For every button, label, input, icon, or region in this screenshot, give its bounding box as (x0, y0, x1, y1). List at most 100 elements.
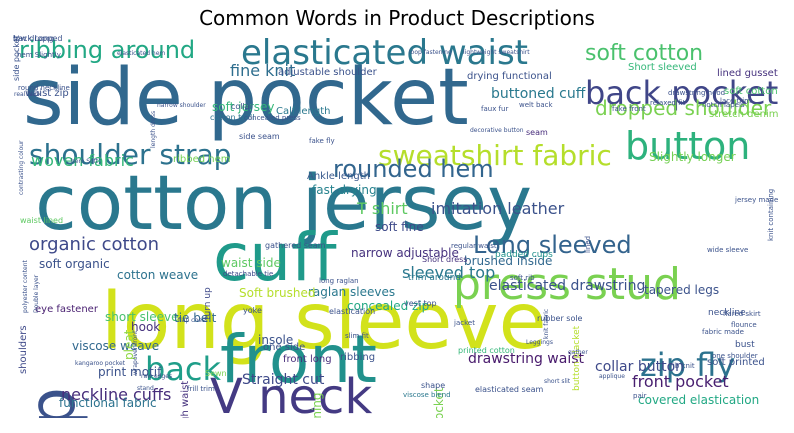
word: front (220, 321, 378, 398)
word: ribbed hem (173, 154, 231, 165)
word: real back (14, 91, 42, 98)
word: fabric made (702, 328, 744, 336)
word: welt back (519, 101, 553, 109)
word: zip fly (640, 346, 736, 384)
word: brushed inside (464, 254, 553, 268)
word: long sleeve (101, 277, 547, 367)
word: neckline cuffs (61, 385, 172, 404)
word: collar (231, 102, 253, 111)
word: functional fabric (59, 396, 157, 410)
word: low dropped (13, 35, 63, 43)
word: rib knit (670, 362, 695, 370)
word: waist side (221, 256, 281, 270)
word: narrow adjustable (351, 246, 459, 260)
word: printed cotton (458, 346, 515, 355)
word: vest top (404, 299, 437, 308)
word: raw edges (141, 373, 173, 380)
word: lace trim (720, 97, 752, 105)
word: cotton twill (210, 113, 255, 122)
word: lined gusset (717, 68, 778, 79)
word: soft rib (510, 274, 535, 282)
word: relaxed fit (650, 99, 686, 107)
word: short slit (544, 378, 571, 385)
word: shoulder strap (29, 138, 232, 171)
word: Short dress (422, 255, 468, 264)
word: front long (283, 354, 332, 365)
word: regular waist (451, 242, 497, 250)
word: soft fine (375, 220, 424, 234)
word: lined (584, 235, 592, 253)
word: side seam (239, 132, 280, 141)
word: applique (599, 373, 625, 380)
word: press stud (453, 259, 681, 310)
word: elasticated drawstring (489, 278, 646, 294)
word: fine knit (230, 61, 296, 80)
word: tapered legs (644, 283, 720, 297)
word: slim fit (345, 332, 369, 340)
word: jacket (454, 319, 475, 327)
word: flounce (731, 321, 757, 329)
word: elasticated hem (117, 50, 166, 57)
word: one shoulder (712, 352, 758, 360)
word: turn up (203, 287, 213, 320)
word: front pocket (632, 372, 729, 391)
word: knit containing (767, 188, 775, 241)
word: lightweight sweatshirt (463, 49, 530, 56)
word: contrasting colour (18, 140, 25, 195)
word: ribbing around (19, 36, 196, 64)
word: Calf length (276, 106, 331, 117)
word: wrapover front (132, 330, 139, 375)
word: Soft brushed (239, 286, 316, 300)
word: side pocket (13, 35, 21, 81)
word: kangaroo pocket (75, 360, 126, 367)
word: elasticated waist (241, 35, 528, 73)
word: gather (568, 349, 588, 356)
word: loop fastening (409, 49, 452, 56)
word: stretch denim (709, 109, 778, 120)
word: soft jersey (212, 100, 275, 114)
chart-title: Common Words in Product Descriptions (199, 6, 595, 30)
word: stand (137, 385, 154, 392)
word: waist lined (20, 216, 64, 225)
word: fast drying (312, 183, 377, 197)
word: raglan sleeves (308, 285, 396, 299)
word: eye fastener (35, 304, 98, 315)
word: concealed zip (347, 299, 430, 313)
word: frill trim (187, 385, 215, 393)
word: insole (258, 333, 294, 347)
word: elasticated seam (475, 385, 544, 394)
word: dropped shoulder (595, 96, 772, 120)
word: soft printed (707, 357, 765, 368)
word: wide sleeve (707, 246, 749, 254)
word: rubber sole (537, 314, 583, 323)
word: organic cotton (29, 234, 160, 255)
word: elastication (329, 307, 376, 316)
word: hem Soft (71, 158, 99, 165)
word: ribbing (340, 352, 376, 363)
word: Ankle length (307, 171, 370, 182)
word: fake fly (309, 137, 335, 145)
word: detachable tie (223, 270, 274, 278)
word: trim around (408, 273, 462, 283)
word: cotton blend (14, 417, 30, 418)
word: flared skirt (723, 310, 761, 318)
word: opening (310, 392, 324, 418)
word: drying functional (467, 71, 552, 82)
word: viscose blend (403, 391, 451, 399)
word: one side (263, 342, 306, 353)
word: faux fur (481, 105, 509, 113)
word: soft cotton (724, 86, 778, 97)
word: imitation leather (431, 199, 565, 218)
word: Leggings (526, 339, 553, 346)
word: concealed press (244, 114, 301, 122)
word: woven fabric (31, 151, 134, 170)
word: waist zip (25, 88, 69, 99)
word: back Long (13, 35, 54, 43)
word: Slightly longer (649, 150, 736, 164)
word: T shirt (357, 199, 408, 218)
word: back (145, 350, 222, 388)
word: covered elastication (638, 393, 760, 407)
word: polyester content (22, 260, 29, 313)
word: rounded hem (333, 155, 494, 183)
word: pair (633, 392, 647, 400)
